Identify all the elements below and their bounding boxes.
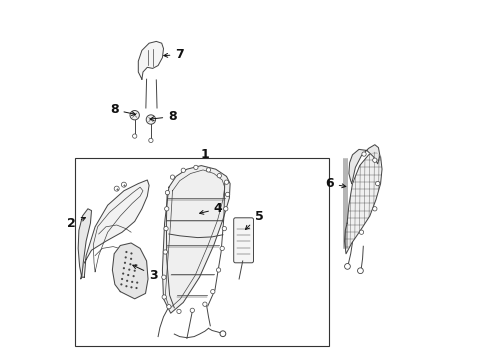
Circle shape <box>223 207 227 211</box>
Circle shape <box>120 283 122 285</box>
Circle shape <box>210 289 215 294</box>
Circle shape <box>114 186 119 191</box>
Polygon shape <box>344 151 381 254</box>
Circle shape <box>170 175 174 179</box>
Circle shape <box>133 270 136 272</box>
Circle shape <box>216 268 220 272</box>
Circle shape <box>166 305 171 309</box>
Circle shape <box>193 165 198 170</box>
Circle shape <box>217 174 221 178</box>
Circle shape <box>162 295 166 299</box>
Circle shape <box>225 192 229 197</box>
Text: 5: 5 <box>245 210 263 229</box>
Circle shape <box>357 268 363 274</box>
Circle shape <box>190 308 194 312</box>
Circle shape <box>129 263 131 265</box>
Circle shape <box>372 158 376 162</box>
Circle shape <box>131 281 133 283</box>
Circle shape <box>220 246 224 251</box>
Circle shape <box>203 302 206 306</box>
Circle shape <box>121 182 126 187</box>
Text: 8: 8 <box>110 103 135 116</box>
Circle shape <box>344 264 349 269</box>
Circle shape <box>361 152 366 156</box>
Circle shape <box>130 252 132 255</box>
Circle shape <box>128 269 130 271</box>
Circle shape <box>162 275 166 279</box>
Circle shape <box>177 309 181 314</box>
Circle shape <box>220 331 225 337</box>
Text: 2: 2 <box>67 217 85 230</box>
Circle shape <box>163 250 167 254</box>
Circle shape <box>135 287 137 289</box>
Circle shape <box>132 134 137 138</box>
Circle shape <box>206 168 210 172</box>
Circle shape <box>375 181 379 186</box>
Polygon shape <box>138 41 163 79</box>
Circle shape <box>222 226 226 231</box>
Text: 4: 4 <box>199 202 222 215</box>
Circle shape <box>163 226 168 231</box>
Circle shape <box>130 286 132 288</box>
Circle shape <box>130 258 132 260</box>
Circle shape <box>359 230 363 234</box>
Circle shape <box>123 262 126 264</box>
Text: 7: 7 <box>163 48 184 61</box>
Circle shape <box>132 275 134 277</box>
Polygon shape <box>78 209 91 277</box>
Text: 6: 6 <box>325 177 345 190</box>
Circle shape <box>127 274 129 276</box>
Polygon shape <box>112 243 148 299</box>
Circle shape <box>148 138 153 143</box>
Circle shape <box>181 168 185 172</box>
Circle shape <box>134 264 137 266</box>
FancyBboxPatch shape <box>233 218 253 263</box>
Text: 8: 8 <box>150 110 177 123</box>
Text: 1: 1 <box>200 148 209 161</box>
Circle shape <box>130 111 139 120</box>
Circle shape <box>122 273 124 275</box>
Circle shape <box>224 180 228 184</box>
Text: 3: 3 <box>133 265 158 282</box>
Polygon shape <box>81 180 149 279</box>
Polygon shape <box>348 145 379 184</box>
Circle shape <box>124 256 126 258</box>
Polygon shape <box>162 166 230 313</box>
Circle shape <box>125 251 127 253</box>
Circle shape <box>165 190 169 195</box>
Bar <box>75 158 328 346</box>
Circle shape <box>372 207 376 211</box>
Circle shape <box>121 278 123 280</box>
Circle shape <box>136 282 138 284</box>
Circle shape <box>146 115 155 124</box>
Circle shape <box>125 285 127 287</box>
Circle shape <box>164 207 168 211</box>
Circle shape <box>122 267 125 269</box>
Circle shape <box>126 280 128 282</box>
